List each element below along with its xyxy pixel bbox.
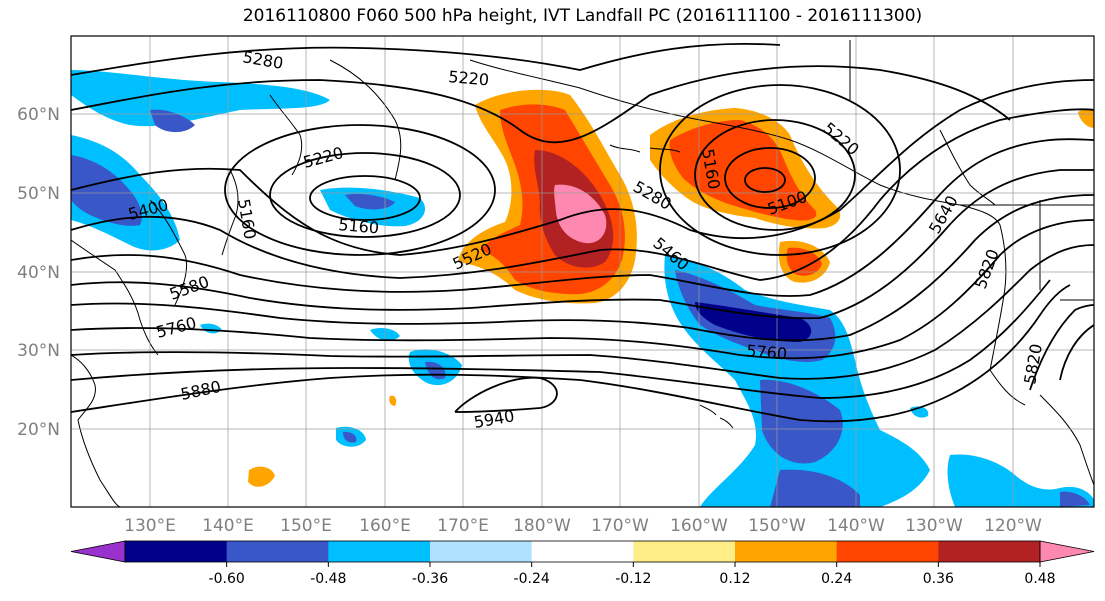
map-frame — [70, 35, 1095, 508]
coastlines — [71, 40, 1094, 507]
colorbar-tick-label: 0.48 — [1024, 571, 1055, 587]
colorbar-tick-label: -0.60 — [209, 571, 245, 587]
lat-label: 40°N — [17, 263, 60, 283]
colorbar-tick-label: 0.24 — [821, 571, 852, 587]
colorbar-segment — [531, 541, 634, 562]
ivt-shading — [71, 70, 1094, 507]
contour-label: 5760 — [746, 341, 788, 363]
map-title: 2016110800 F060 500 hPa height, IVT Land… — [242, 6, 923, 26]
colorbar-tick-label: -0.36 — [412, 571, 448, 587]
lat-label: 60°N — [17, 105, 60, 125]
lon-label: 130°E — [124, 516, 176, 536]
colorbar-tick-label: -0.48 — [310, 571, 346, 587]
colorbar-segment — [226, 541, 329, 562]
lat-label: 50°N — [17, 184, 60, 204]
lon-label: 140°E — [202, 516, 254, 536]
lon-label: 160°E — [359, 516, 411, 536]
lat-label: 30°N — [17, 341, 60, 361]
height-contours — [71, 42, 1094, 423]
colorbar-segment — [836, 541, 939, 562]
colorbar-segment — [328, 541, 431, 562]
lon-label: 180°W — [513, 516, 571, 536]
colorbar-tick-label: 0.36 — [923, 571, 954, 587]
lon-label: 170°W — [591, 516, 649, 536]
contour-label: 5220 — [448, 67, 490, 89]
colorbar-ticks: -0.60 -0.48 -0.36 -0.24 -0.12 0.12 0.24 0.36 0.4… — [209, 562, 1056, 587]
lat-label: 20°N — [17, 420, 60, 440]
colorbar — [70, 540, 1095, 563]
lon-label: 150°E — [280, 516, 332, 536]
colorbar-tick-label: -0.12 — [615, 571, 651, 587]
colorbar-segment — [125, 541, 228, 562]
colorbar-segment — [633, 541, 736, 562]
colorbar-segment — [430, 541, 533, 562]
lon-label: 120°W — [984, 516, 1042, 536]
lon-axis: 130°E 140°E 150°E 160°E 170°E 180°W 170°… — [124, 516, 1042, 536]
contour-label: 5160 — [338, 215, 380, 237]
lon-label: 170°E — [437, 516, 489, 536]
colorbar-tick-label: 0.12 — [719, 571, 750, 587]
lat-axis: 60°N 50°N 40°N 30°N 20°N — [17, 105, 60, 440]
colorbar-tick-label: -0.24 — [514, 571, 550, 587]
lon-label: 140°W — [827, 516, 885, 536]
lon-label: 150°W — [748, 516, 806, 536]
colorbar-extend-high — [1039, 540, 1095, 563]
lon-label: 160°W — [670, 516, 728, 536]
lon-label: 130°W — [905, 516, 963, 536]
colorbar-segment — [938, 541, 1041, 562]
colorbar-segment — [735, 541, 838, 562]
gridlines — [71, 36, 1094, 507]
colorbar-extend-low — [70, 540, 126, 563]
colorbar-border — [124, 540, 1041, 563]
